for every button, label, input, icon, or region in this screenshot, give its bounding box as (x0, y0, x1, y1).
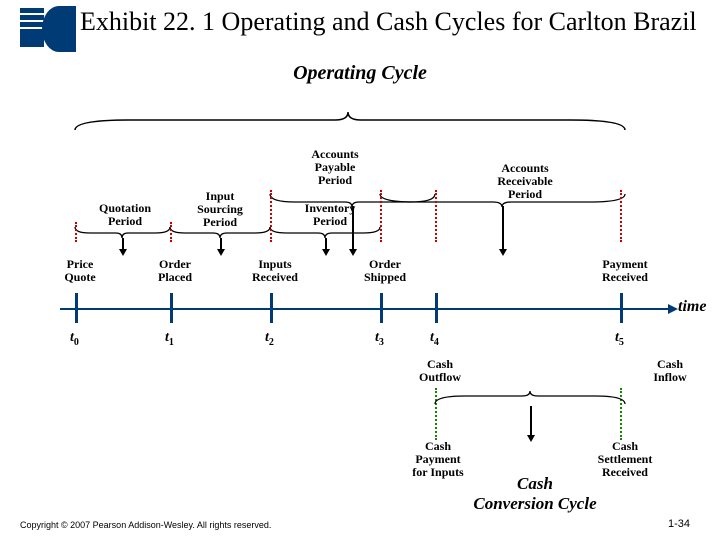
cash-outflow-label: Cash Outflow (405, 358, 475, 384)
marker-t1-top (170, 222, 172, 242)
ccc-brace (430, 390, 630, 406)
tick-t4 (435, 293, 438, 323)
payment-received-label: Payment Received (585, 258, 665, 284)
timeline (60, 308, 670, 310)
arrow-sourcing (220, 238, 222, 250)
ar-period-label: Accounts Receivable Period (485, 162, 565, 202)
time-axis-label: time (678, 298, 706, 316)
tick-t2 (270, 293, 273, 323)
publisher-logo (20, 8, 74, 54)
price-quote-label: Price Quote (50, 258, 110, 284)
t4-label: t4 (430, 330, 439, 348)
t1-label: t1 (165, 330, 174, 348)
operating-cycle-brace (70, 110, 630, 134)
arrow-inventory (325, 238, 327, 250)
tick-t5 (620, 293, 623, 323)
arrow-quote (122, 238, 124, 250)
cycle-diagram: Accounts Payable Period Accounts Receiva… (0, 130, 720, 500)
t0-label: t0 (70, 330, 79, 348)
arrow-ap (352, 206, 354, 250)
order-shipped-label: Order Shipped (350, 258, 420, 284)
quote-period-label: Quotation Period (90, 202, 160, 228)
copyright: Copyright © 2007 Pearson Addison-Wesley.… (20, 520, 271, 530)
arrow-ccc (530, 406, 532, 436)
cash-inflow-label: Cash Inflow (640, 358, 700, 384)
arrow-ar (502, 206, 504, 250)
marker-t0-top (75, 222, 77, 242)
tick-t1 (170, 293, 173, 323)
inventory-period-label: Inventory Period (295, 202, 365, 228)
page-number: 1-34 (668, 518, 690, 530)
ap-period-label: Accounts Payable Period (295, 148, 375, 188)
page-title: Exhibit 22. 1 Operating and Cash Cycles … (80, 8, 697, 37)
tick-t0 (75, 293, 78, 323)
marker-t4-top (435, 190, 437, 242)
order-placed-label: Order Placed (145, 258, 205, 284)
ccc-label: Cash Conversion Cycle (460, 474, 610, 514)
tick-t3 (380, 293, 383, 323)
t5-label: t5 (615, 330, 624, 348)
sourcing-period-label: Input Sourcing Period (185, 190, 255, 230)
subtitle: Operating Cycle (0, 62, 720, 85)
marker-t2-top (270, 190, 272, 242)
marker-t3-top (380, 190, 382, 242)
t2-label: t2 (265, 330, 274, 348)
inputs-received-label: Inputs Received (240, 258, 310, 284)
t3-label: t3 (375, 330, 384, 348)
marker-t5-top (620, 190, 622, 242)
